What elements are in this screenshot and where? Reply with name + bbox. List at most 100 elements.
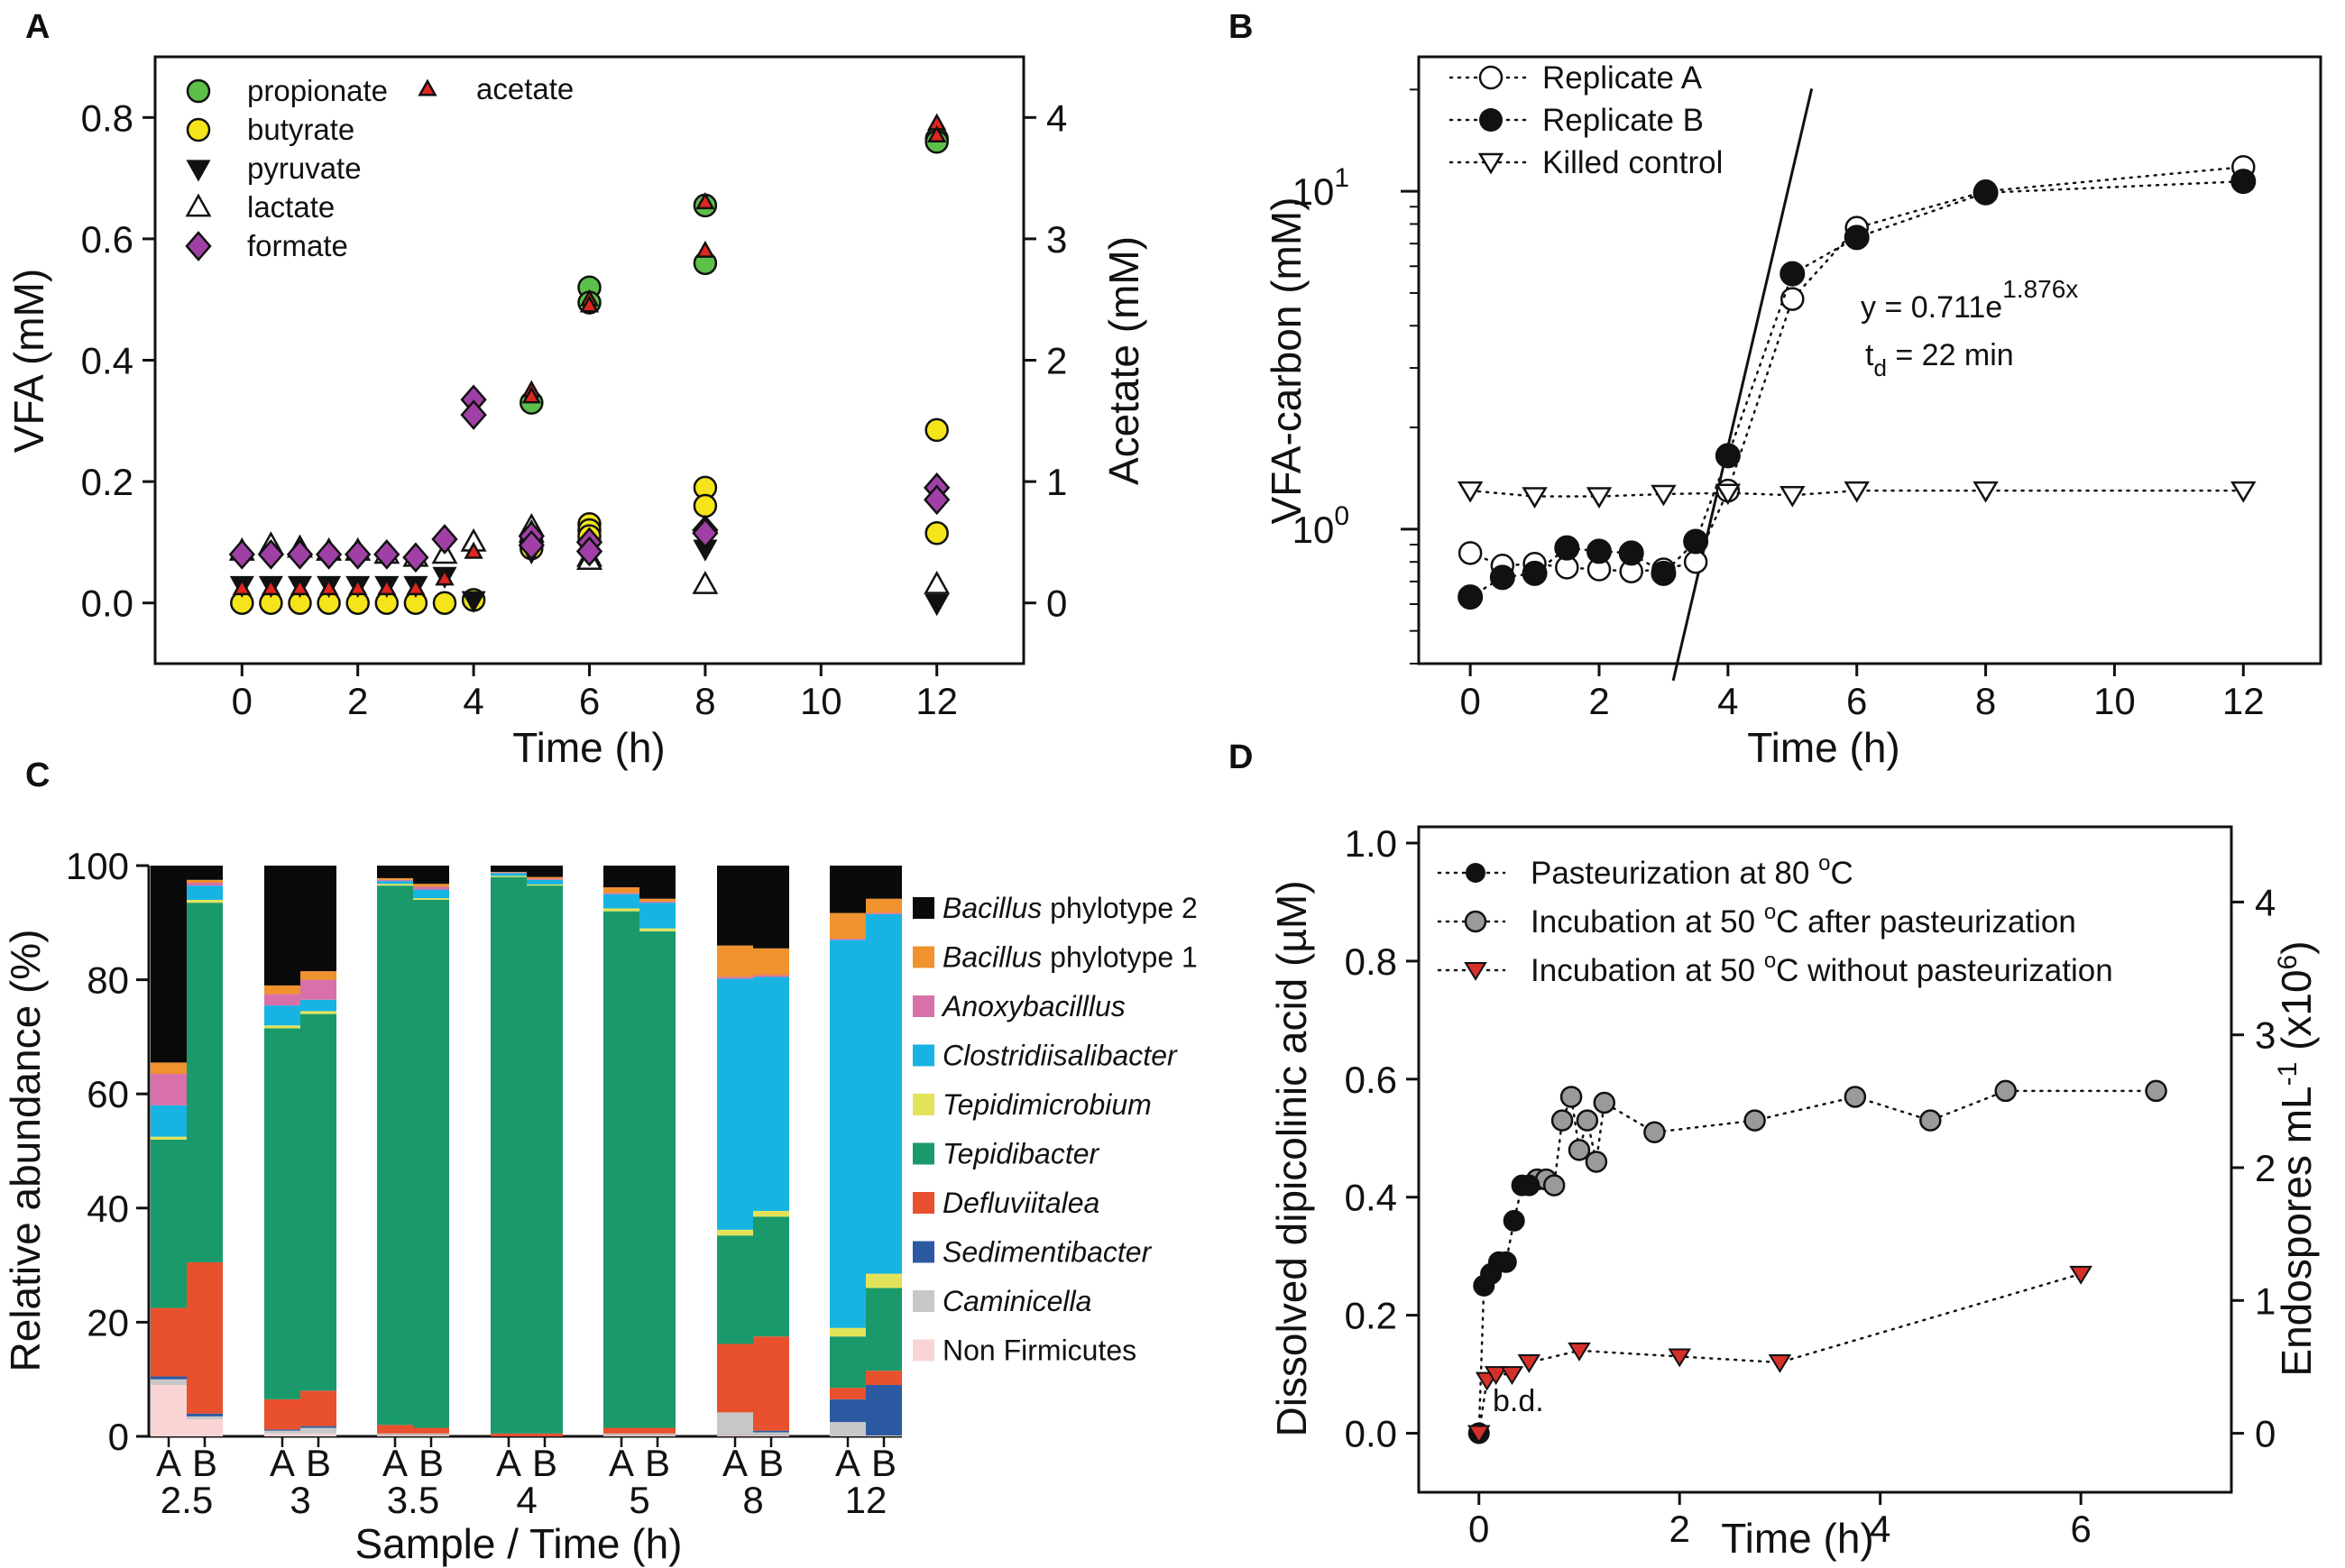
panel-c-bar-2.5A-seg4: [151, 1139, 187, 1308]
panel-c-bar-5A-seg8: [603, 887, 639, 894]
panel-c-bar-3B-seg4: [300, 1013, 336, 1391]
panel-c-replicate-label: B: [532, 1442, 557, 1484]
panel-a-legend-marker-lactate: [185, 193, 212, 217]
panel-c-bar-3.5B-seg7: [413, 886, 449, 890]
panel-d-point-pasteurization: [1503, 1209, 1525, 1232]
panel-d-point-incubation-without: [1484, 1366, 1508, 1386]
panel-d-point-incubation-after: [1585, 1151, 1608, 1173]
panel-a-y2tick-label: 3: [1046, 218, 1067, 261]
panel-c-bar-2.5B-seg2: [187, 1413, 223, 1417]
svg-text:td = 22 min: td = 22 min: [1865, 338, 2014, 381]
panel-d-xtick-label: 0: [1468, 1508, 1489, 1550]
panel-c-bar-8B-seg9: [753, 866, 789, 949]
panel-a-frame: [153, 55, 1025, 665]
panel-a-ytick-label: 0.6: [81, 218, 133, 261]
panel-c-bar-2.5A-seg6: [151, 1105, 187, 1137]
panel-d-y2tick-label: 3: [2255, 1014, 2276, 1057]
panel-b-fit-line: [1671, 88, 1814, 682]
panel-a-legend-marker-propionate: [186, 78, 211, 104]
panel-b-frame: [1417, 55, 2322, 665]
panel-a-point-formate: [460, 399, 487, 430]
panel-c-bar-5B-seg8: [639, 898, 676, 902]
panel-d-point-incubation-after: [1542, 1174, 1566, 1197]
panel-c-bar-3B-seg8: [300, 971, 336, 980]
panel-a-xtick-label: 6: [579, 680, 600, 722]
panel-a-point-acetate: [695, 240, 715, 258]
panel-a-point-pyruvate: [461, 591, 486, 613]
panel-a-point-formate: [692, 518, 719, 549]
panel-c-legend-label: Clostridiisalibacter: [943, 1040, 1178, 1072]
panel-c-bar-8B-seg7: [753, 975, 789, 977]
panel-c-ytick-label: 20: [87, 1301, 129, 1343]
panel-c-replicate-label: A: [156, 1442, 181, 1484]
panel-c-bar-5A-seg7: [603, 893, 639, 894]
fit-equation-exp: 1.876x: [2002, 275, 2078, 303]
panel-a-ytick-label: 0.2: [81, 461, 133, 503]
panel-b-xtick-label: 8: [1975, 680, 1996, 722]
panel-c-bar-3B-seg3: [300, 1390, 336, 1426]
panel-b-point-killed-control: [1586, 487, 1613, 509]
panel-b-point-replicate-b: [1522, 560, 1548, 586]
panel-c-ytick-label: 40: [87, 1187, 129, 1230]
panel-c-ytick-label: 80: [87, 959, 129, 1002]
panel-c-bar-3.5A-seg6: [377, 881, 413, 885]
panel-c-legend-swatch: [913, 1142, 934, 1165]
panel-b-point-killed-control: [1844, 481, 1870, 503]
panel-c-bar-8A-seg1: [717, 1412, 753, 1435]
panel-a-legend-label-lactate: lactate: [247, 190, 335, 224]
panel-c-bar-12A-seg1: [830, 1422, 866, 1436]
panel-a-point-formate: [431, 524, 458, 555]
panel-a-point-formate: [402, 542, 429, 573]
panel-c-bar-3B-seg7: [300, 979, 336, 1000]
panel-a-point-formate: [315, 539, 343, 570]
panel-c-bar-8A-seg9: [717, 866, 753, 946]
panel-c-bar-3.5A-seg7: [377, 879, 413, 882]
panel-c-bar-3.5A-seg8: [377, 877, 413, 880]
panel-b-point-killed-control: [1973, 481, 1999, 503]
panel-c-bar-3A-seg1: [264, 1430, 300, 1434]
panel-d-point-incubation-after: [1743, 1109, 1766, 1132]
panel-c-bar-3B-seg1: [300, 1427, 336, 1434]
panel-b-xtick-label: 2: [1588, 680, 1609, 722]
panel-a-point-butyrate: [693, 493, 718, 518]
panel-c-ytick-label: 0: [108, 1416, 129, 1458]
panel-c-group-label: 2.5: [161, 1479, 213, 1521]
panel-c-replicate-label: B: [759, 1442, 784, 1484]
panel-a-point-acetate: [695, 191, 715, 210]
panel-c-bar-4B-seg6: [527, 879, 563, 885]
panel-d-legend-label: Incubation at 50 oC after pasteurization: [1531, 900, 2076, 940]
panel-a-point-acetate: [318, 577, 339, 596]
panel-a-ytick-label: 0.0: [81, 582, 133, 625]
panel-c-replicate-label: B: [418, 1442, 444, 1484]
panel-b-point-replicate-b: [1779, 261, 1806, 287]
panel-d-point-incubation-without: [1568, 1342, 1591, 1362]
panel-d-y2tick-label: 0: [2255, 1413, 2276, 1455]
panel-c-bar-8B-seg1: [753, 1432, 789, 1435]
panel-c-bar-4B-seg9: [527, 866, 563, 877]
panel-c-bar-5B-seg4: [639, 931, 676, 1428]
panel-c-bar-3.5B-seg1: [413, 1433, 449, 1435]
panel-c-legend-swatch: [913, 946, 934, 968]
panel-c-bar-3A-seg5: [264, 1025, 300, 1029]
panel-a-legend-label-pyruvate: pyruvate: [247, 151, 362, 185]
panel-d-annotation-bd: b.d.: [1493, 1384, 1544, 1418]
panel-c-replicate-label: A: [835, 1442, 860, 1484]
panel-c-bar-2.5A-seg7: [151, 1074, 187, 1105]
panel-c-bar-2.5B-seg5: [187, 899, 223, 903]
panel-c-bar-12A-seg3: [830, 1388, 866, 1399]
panel-c-xlabel: Sample / Time (h): [355, 1520, 683, 1567]
panel-a-point-butyrate: [924, 417, 949, 443]
panel-c-bar-3.5A-seg0: [377, 1435, 413, 1436]
panel-c-bar-12B-seg7: [866, 912, 902, 914]
panel-d-ytick-label: 0.0: [1345, 1413, 1397, 1455]
panel-d-point-incubation-after: [1576, 1109, 1599, 1132]
panel-a-xtick-label: 0: [232, 680, 253, 722]
panel-a-y2tick-label: 4: [1046, 96, 1067, 139]
panel-d-point-incubation-without: [1668, 1348, 1691, 1368]
panel-c-bar-2.5A-seg5: [151, 1136, 187, 1140]
panel-d-point-incubation-without: [1467, 1425, 1491, 1444]
panel-c-bar-12B-seg2: [866, 1385, 902, 1435]
panel-d-point-incubation-after: [1550, 1109, 1574, 1132]
